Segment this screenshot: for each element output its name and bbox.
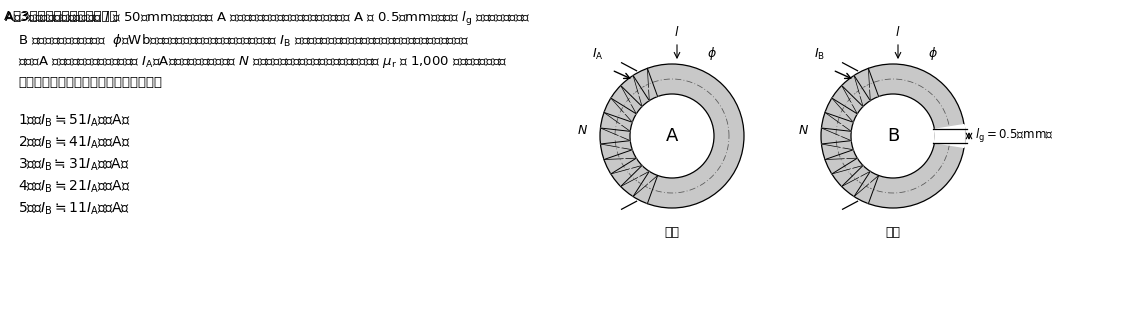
Text: 1　　$I_\mathrm{B}\fallingdotseq 51I_\mathrm{A}$　〔A〕: 1 $I_\mathrm{B}\fallingdotseq 51I_\mathr… [18, 113, 130, 130]
Polygon shape [934, 125, 966, 147]
Text: $N$: $N$ [798, 125, 809, 137]
Text: $l$: $l$ [896, 25, 900, 39]
Circle shape [629, 94, 714, 178]
Text: 気飽和及び漏れ磁束はないものとする。: 気飽和及び漏れ磁束はないものとする。 [18, 76, 162, 89]
Text: $\phi$: $\phi$ [928, 46, 939, 63]
Text: B: B [887, 127, 899, 145]
Text: だし、A に巻くコイルに流れる電流を $I_\mathrm{A}$〔A〕とし、コイルの巻数 $N$ は図１及び図２で等しく、鉄心の比透磁率 $\mu_\math: だし、A に巻くコイルに流れる電流を $I_\mathrm{A}$〔A〕とし、コ… [18, 54, 508, 70]
Text: B の中に生ずる磁束が共に  $\phi$〔Wb〕で等しいとき、図２のコイルに流す電流 $I_\mathrm{B}$ を表す近似式として、正しいものを下の番号か: B の中に生ずる磁束が共に $\phi$〔Wb〕で等しいとき、図２のコイルに流す… [18, 32, 469, 49]
Text: 図２: 図２ [886, 226, 900, 239]
Text: 4　　$I_\mathrm{B}\fallingdotseq 21I_\mathrm{A}$　〔A〕: 4 $I_\mathrm{B}\fallingdotseq 21I_\mathr… [18, 179, 130, 195]
Text: 5　　$I_\mathrm{B}\fallingdotseq 11I_\mathrm{A}$　〔A〕: 5 $I_\mathrm{B}\fallingdotseq 11I_\mathr… [18, 201, 130, 217]
Text: $l_\mathrm{g} = 0.5$〔mm〕: $l_\mathrm{g} = 0.5$〔mm〕 [975, 127, 1054, 145]
Text: $I_\mathrm{A}$: $I_\mathrm{A}$ [592, 47, 604, 62]
Text: $\phi$: $\phi$ [707, 46, 717, 63]
Text: $l$: $l$ [674, 25, 680, 39]
Circle shape [600, 64, 744, 208]
Text: $I_\mathrm{B}$: $I_\mathrm{B}$ [814, 47, 825, 62]
Text: 3　　$I_\mathrm{B}\fallingdotseq 31I_\mathrm{A}$　〔A〕: 3 $I_\mathrm{B}\fallingdotseq 31I_\mathr… [18, 157, 129, 174]
Circle shape [851, 94, 935, 178]
Text: 2　　$I_\mathrm{B}\fallingdotseq 41I_\mathrm{A}$　〔A〕: 2 $I_\mathrm{B}\fallingdotseq 41I_\mathr… [18, 135, 130, 152]
Text: A: A [665, 127, 678, 145]
Text: A－3　図１に示す平均磁路長 $l$ が 50〔mm〕の環状鉄心 A の中に生ずる磁束と、図２に示すように A に 0.5〔mm〕の空隙 $l_\mathrm{: A－3 図１に示す平均磁路長 $l$ が 50〔mm〕の環状鉄心 A の中に生ず… [4, 10, 531, 28]
Circle shape [821, 64, 966, 208]
Text: A－3　図１に示す平均磁路長: A－3 図１に示す平均磁路長 [4, 10, 121, 23]
Text: 図１: 図１ [664, 226, 680, 239]
Text: $N$: $N$ [577, 125, 588, 137]
